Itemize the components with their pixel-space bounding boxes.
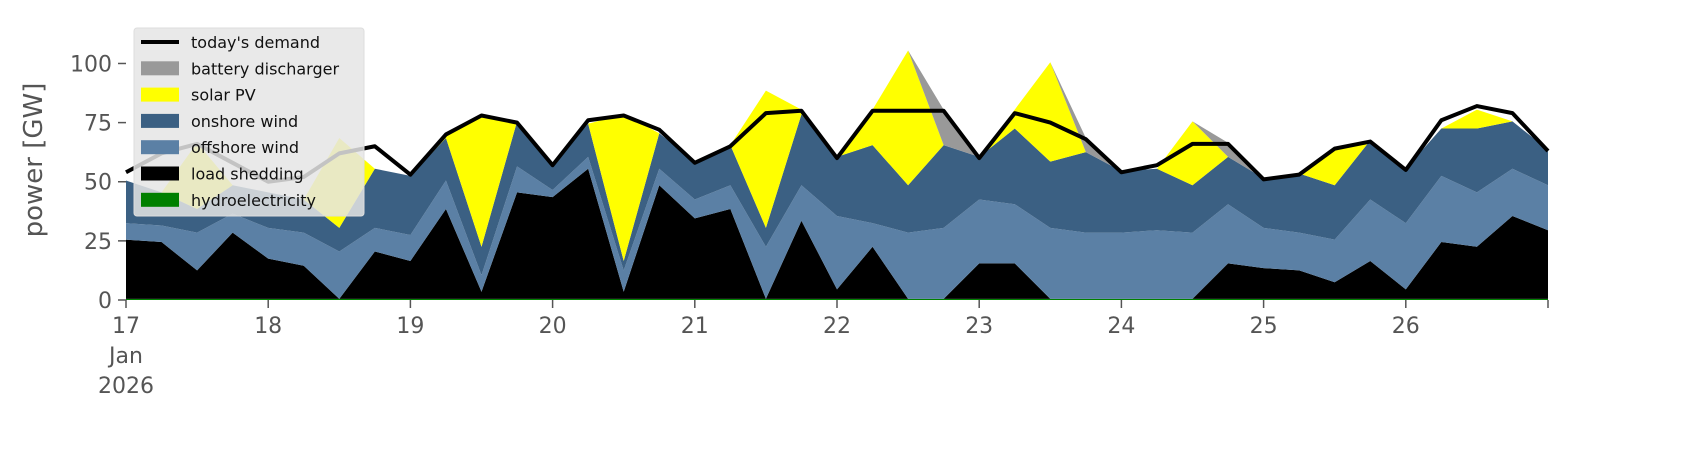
x-tick-label: 19 [396,314,425,339]
y-tick-label: 25 [84,230,112,255]
legend-label: battery discharger [191,59,339,78]
legend-swatch [141,140,179,155]
area [126,298,1548,300]
y-tick-label: 100 [70,52,112,77]
legend-label: solar PV [191,86,256,105]
area [126,168,1548,299]
x-tick-label: 18 [254,314,283,339]
legend-label: today's demand [191,33,320,52]
area [126,50,1548,261]
legend-swatch [141,166,179,181]
y-tick-label: 75 [84,112,112,137]
legend-swatch [141,87,179,102]
y-tick-label: 50 [84,171,112,196]
x-tick-label: 23 [965,314,994,339]
legend-label: load shedding [191,165,304,184]
legend-swatch [141,192,179,207]
legend-box [133,27,365,217]
legend-swatch [141,61,179,76]
y-tick-label: 0 [98,289,112,314]
x-tick-label: 21 [680,314,709,339]
x-tick-label: 20 [538,314,567,339]
legend-label: offshore wind [191,138,299,157]
x-tick-label: 25 [1249,314,1278,339]
area [126,114,1548,276]
x-tick-label: 26 [1391,314,1420,339]
legend-label: hydroelectricity [191,191,316,210]
legend-swatch [141,113,179,128]
legend-label: onshore wind [191,112,298,131]
x-tick-label: 22 [823,314,851,339]
x-tick-label: 24 [1107,314,1136,339]
area [126,156,1548,299]
x-tick-label: 17 Jan 2026 [98,314,154,399]
y-axis-label: power [GW] [19,83,49,238]
